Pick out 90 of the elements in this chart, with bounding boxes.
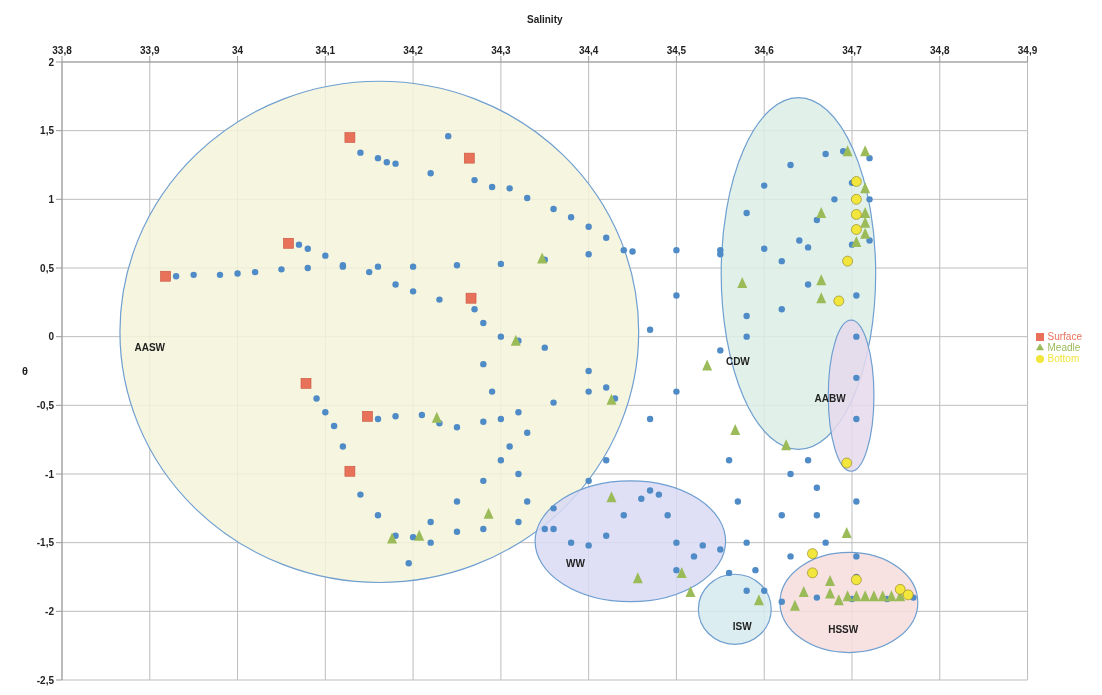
- legend-label: Bottom: [1047, 352, 1080, 364]
- point: [860, 207, 871, 219]
- y-tick-label: 1: [48, 193, 55, 205]
- point: [902, 589, 914, 601]
- point: [807, 548, 818, 559]
- annotation: AASW: [134, 342, 166, 354]
- point: [842, 145, 853, 157]
- point: [851, 590, 862, 602]
- y-tick-label: 0,5: [40, 262, 55, 274]
- point: [894, 584, 906, 595]
- x-tick-label: 34,9: [1017, 45, 1038, 56]
- point: [851, 209, 862, 220]
- point: [851, 176, 862, 187]
- point: [685, 586, 696, 598]
- x-tick-label: 34,7: [842, 45, 863, 56]
- y-tick-label: 0: [48, 331, 55, 343]
- point: [606, 393, 617, 405]
- point: [842, 590, 853, 602]
- x-tick-label: 34,2: [403, 45, 424, 56]
- point: [300, 378, 312, 389]
- legend-label: Surface: [1047, 330, 1082, 342]
- point: [816, 292, 827, 304]
- x-axis-title: Salinity: [526, 14, 563, 26]
- annotation: CDW: [725, 355, 751, 367]
- legend-label: Meadle: [1047, 341, 1081, 353]
- x-tick-label: 34,8: [930, 45, 950, 56]
- point: [344, 465, 356, 477]
- point: [362, 411, 373, 422]
- y-tick-label: -2,5: [36, 674, 55, 686]
- point: [737, 277, 748, 289]
- point: [483, 507, 494, 519]
- annotation: AABW: [814, 393, 847, 405]
- point: [860, 590, 871, 602]
- x-tick-label: 34: [231, 45, 244, 56]
- point: [431, 411, 442, 423]
- point: [730, 424, 741, 436]
- point: [851, 194, 862, 205]
- point: [463, 152, 475, 164]
- point: [851, 574, 862, 586]
- y-tick-label: -1: [45, 468, 55, 480]
- point: [825, 575, 836, 587]
- point: [877, 590, 888, 602]
- point: [753, 594, 764, 606]
- annotation: ISW: [732, 620, 753, 632]
- point: [414, 529, 425, 541]
- y-tick-label: 1,5: [40, 125, 55, 137]
- point: [510, 334, 521, 346]
- point: [816, 207, 827, 219]
- point: [825, 587, 836, 599]
- point: [465, 292, 477, 304]
- point: [789, 599, 800, 611]
- x-tick-label: 34,5: [666, 45, 687, 56]
- point: [781, 439, 792, 451]
- x-tick-label: 34,4: [578, 45, 599, 56]
- annotation: WW: [566, 557, 586, 569]
- point: [841, 527, 852, 539]
- y-tick-label: 2: [48, 56, 55, 68]
- point: [283, 237, 294, 249]
- point: [833, 295, 845, 307]
- x-tick-label: 34,3: [491, 45, 512, 56]
- point: [851, 224, 862, 235]
- x-tick-label: 33,8: [52, 45, 73, 56]
- point: [537, 252, 548, 264]
- point: [842, 255, 853, 267]
- point: [344, 132, 356, 143]
- y-axis-title: θ: [22, 364, 28, 377]
- point: [676, 566, 687, 578]
- point: [798, 586, 809, 598]
- x-tick-label: 34,1: [315, 45, 336, 56]
- point: [841, 457, 853, 469]
- point: [387, 532, 398, 544]
- point: [833, 594, 844, 606]
- point: [807, 567, 818, 579]
- point: [860, 182, 871, 194]
- x-tick-label: 33,9: [140, 45, 160, 56]
- x-tick-label: 34,6: [754, 45, 775, 56]
- annotation: HSSW: [828, 623, 859, 635]
- y-tick-label: -1,5: [36, 537, 55, 549]
- point: [860, 227, 871, 239]
- point: [816, 274, 827, 286]
- y-tick-label: -0,5: [36, 399, 55, 411]
- point: [868, 590, 879, 602]
- point: [886, 590, 897, 602]
- point: [702, 359, 713, 371]
- point: [160, 270, 171, 282]
- point: [632, 572, 643, 584]
- point: [860, 145, 871, 157]
- point: [851, 235, 862, 247]
- point: [606, 491, 617, 503]
- y-tick-label: -2: [45, 605, 55, 617]
